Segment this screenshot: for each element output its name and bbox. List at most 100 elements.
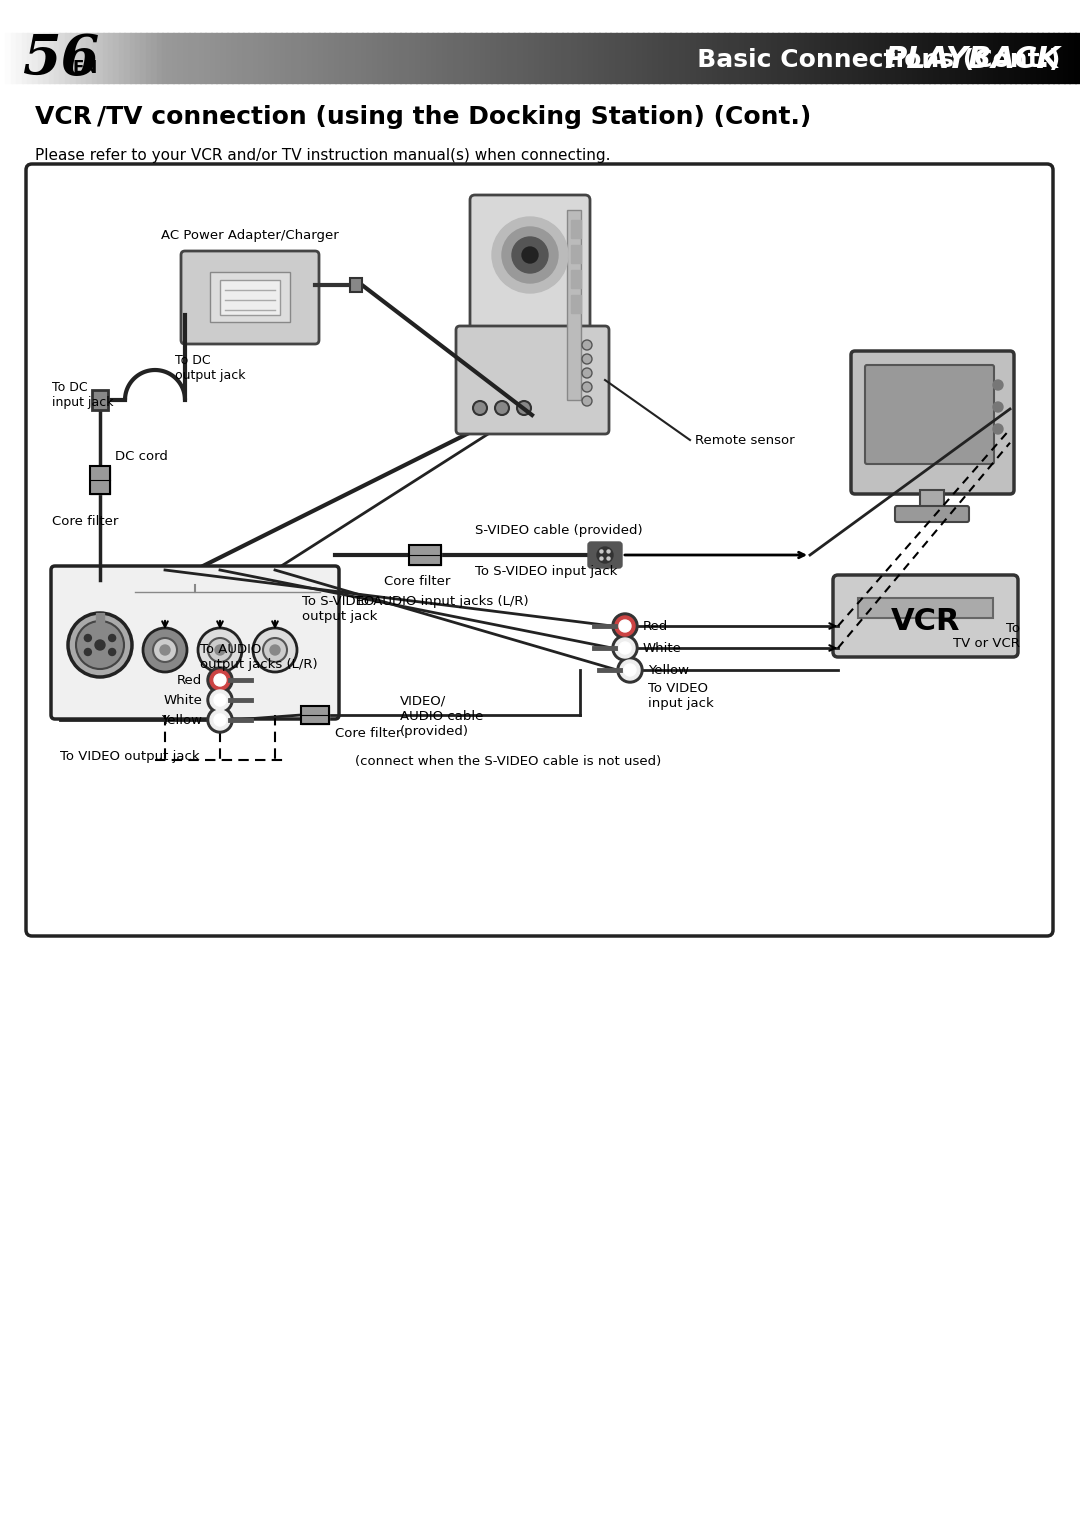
Bar: [301, 707, 329, 724]
Bar: [610, 34, 617, 83]
Bar: [124, 34, 131, 83]
Circle shape: [619, 642, 631, 655]
Bar: [157, 34, 163, 83]
Bar: [49, 34, 55, 83]
Bar: [113, 34, 120, 83]
Bar: [967, 34, 973, 83]
Text: PLAYBACK: PLAYBACK: [885, 46, 1059, 75]
Bar: [410, 34, 417, 83]
Bar: [1075, 34, 1080, 83]
Bar: [409, 546, 441, 566]
Bar: [167, 34, 174, 83]
Bar: [400, 34, 406, 83]
Bar: [54, 34, 60, 83]
Circle shape: [68, 613, 132, 678]
Text: AC Power Adapter/Charger: AC Power Adapter/Charger: [161, 228, 339, 242]
Bar: [718, 34, 725, 83]
Bar: [929, 34, 935, 83]
Bar: [621, 34, 627, 83]
Bar: [394, 34, 401, 83]
Bar: [416, 34, 422, 83]
Bar: [319, 34, 325, 83]
Bar: [1042, 34, 1049, 83]
Bar: [27, 34, 33, 83]
Bar: [518, 34, 525, 83]
Bar: [999, 34, 1005, 83]
Bar: [983, 34, 989, 83]
Bar: [103, 34, 109, 83]
FancyBboxPatch shape: [865, 365, 994, 464]
Circle shape: [253, 629, 297, 671]
Bar: [232, 34, 239, 83]
Bar: [643, 34, 649, 83]
Circle shape: [109, 648, 116, 656]
Text: Remote sensor: Remote sensor: [696, 434, 795, 446]
Bar: [90, 466, 110, 494]
Text: White: White: [163, 693, 202, 707]
Bar: [92, 34, 98, 83]
FancyBboxPatch shape: [456, 327, 609, 434]
Bar: [571, 221, 581, 238]
Bar: [1021, 34, 1027, 83]
Circle shape: [620, 661, 640, 681]
Bar: [5, 34, 12, 83]
Bar: [220, 281, 280, 314]
Bar: [81, 34, 87, 83]
Text: To S-VIDEO input jack: To S-VIDEO input jack: [475, 566, 618, 578]
Bar: [350, 277, 362, 291]
Circle shape: [208, 638, 232, 662]
Circle shape: [582, 354, 592, 363]
Bar: [702, 34, 708, 83]
Bar: [540, 34, 546, 83]
Bar: [92, 389, 108, 409]
Circle shape: [512, 238, 548, 273]
Bar: [783, 34, 789, 83]
Circle shape: [522, 247, 538, 264]
Bar: [826, 34, 833, 83]
Text: To AUDIO
output jacks (L/R): To AUDIO output jacks (L/R): [200, 642, 318, 671]
Bar: [248, 34, 255, 83]
Bar: [697, 34, 703, 83]
Bar: [286, 34, 293, 83]
Circle shape: [600, 550, 603, 553]
Circle shape: [612, 635, 638, 661]
Bar: [664, 34, 671, 83]
Bar: [875, 34, 881, 83]
Circle shape: [607, 550, 610, 553]
Circle shape: [993, 425, 1003, 434]
Bar: [988, 34, 995, 83]
Text: To VIDEO output jack: To VIDEO output jack: [60, 750, 200, 763]
Bar: [832, 34, 838, 83]
Bar: [1064, 34, 1070, 83]
Bar: [594, 34, 600, 83]
Bar: [97, 34, 104, 83]
Bar: [346, 34, 352, 83]
Bar: [653, 34, 660, 83]
Bar: [794, 34, 800, 83]
Circle shape: [607, 556, 610, 560]
Bar: [891, 34, 897, 83]
Bar: [459, 34, 465, 83]
Bar: [135, 34, 141, 83]
Bar: [740, 34, 746, 83]
Circle shape: [600, 556, 603, 560]
Bar: [761, 34, 768, 83]
Bar: [389, 34, 395, 83]
Bar: [76, 34, 82, 83]
Bar: [896, 34, 903, 83]
FancyBboxPatch shape: [51, 566, 339, 719]
Text: Core filter: Core filter: [383, 575, 450, 589]
Circle shape: [615, 616, 635, 636]
Bar: [810, 34, 816, 83]
Bar: [632, 34, 638, 83]
Bar: [756, 34, 762, 83]
Bar: [821, 34, 827, 83]
Bar: [529, 34, 536, 83]
Bar: [189, 34, 195, 83]
Circle shape: [264, 638, 287, 662]
Circle shape: [582, 382, 592, 392]
Bar: [508, 34, 514, 83]
Circle shape: [198, 629, 242, 671]
Bar: [637, 34, 644, 83]
Bar: [96, 613, 104, 622]
